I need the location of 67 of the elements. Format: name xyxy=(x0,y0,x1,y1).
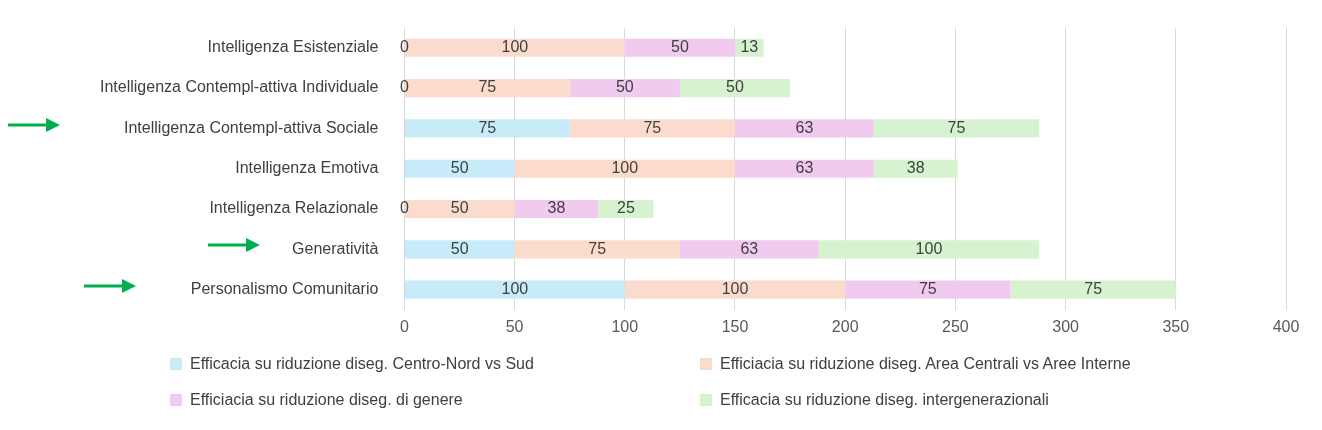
data-label: 63 xyxy=(795,159,814,177)
annotation: 0 xyxy=(399,78,409,96)
x-tick-label: 250 xyxy=(942,317,969,335)
legend-label: Efficiacia su riduzione diseg. Area Centrali vs Aree Interne xyxy=(719,355,1132,373)
data-label: 100 xyxy=(721,280,749,298)
bar xyxy=(734,119,874,138)
bar xyxy=(679,79,791,98)
data-label: 50 xyxy=(615,78,634,96)
bar xyxy=(1010,280,1176,299)
data-label: 13 xyxy=(740,38,759,56)
data-label: 100 xyxy=(501,280,529,298)
bar xyxy=(845,280,1011,299)
bar xyxy=(569,119,735,138)
annotation: 0 xyxy=(399,38,409,56)
x-tick-label: 400 xyxy=(1272,317,1300,335)
x-tick-label: 350 xyxy=(1162,317,1190,335)
data-label: 75 xyxy=(947,118,966,136)
bar xyxy=(514,240,680,259)
y-tick-label: Intelligenza Relazionale xyxy=(209,199,379,217)
bar xyxy=(873,119,1040,138)
data-label: 75 xyxy=(643,118,662,136)
bar xyxy=(734,159,874,178)
bar xyxy=(404,119,570,138)
y-tick-label: Intelligenza Contempl-attiva Individuale xyxy=(99,78,379,96)
data-label: 38 xyxy=(547,199,566,217)
x-tick-label: 300 xyxy=(1052,317,1080,335)
bar xyxy=(624,38,735,57)
data-label: 75 xyxy=(478,78,497,96)
x-tick-label: 200 xyxy=(831,317,859,335)
legend-label: Efficacia su riduzione diseg. Centro-Nord vs Sud xyxy=(189,355,535,373)
bar xyxy=(404,240,515,259)
data-label: 100 xyxy=(501,38,529,56)
data-label: 50 xyxy=(450,239,469,257)
bar xyxy=(624,280,846,299)
data-label: 100 xyxy=(915,239,943,257)
annotation: 0 xyxy=(399,199,409,217)
data-label: 75 xyxy=(478,118,497,136)
data-label: 50 xyxy=(450,159,469,177)
y-tick-label: Intelligenza Esistenziale xyxy=(207,38,379,56)
x-tick-label: 100 xyxy=(611,317,639,335)
data-label: 50 xyxy=(450,199,469,217)
legend-label: Efficacia su riduzione diseg. intergenerazionali xyxy=(719,391,1050,409)
y-tick-label: Generatività xyxy=(292,239,379,257)
x-tick-label: 150 xyxy=(721,317,749,335)
bar xyxy=(818,240,1040,259)
bar xyxy=(514,159,735,178)
data-label: 100 xyxy=(611,159,639,177)
data-label: 75 xyxy=(918,280,937,298)
x-tick-label: 0 xyxy=(399,317,409,335)
bar xyxy=(404,280,625,299)
bar xyxy=(404,159,515,178)
bar xyxy=(873,159,958,178)
y-tick-label: Intelligenza Emotiva xyxy=(235,159,379,177)
y-tick-label: Intelligenza Contempl-attiva Sociale xyxy=(124,118,379,136)
data-label: 63 xyxy=(740,239,759,257)
legend-label: Efficiacia su riduzione diseg. di genere xyxy=(189,391,464,409)
y-tick-label: Personalismo Comunitario xyxy=(190,280,379,298)
data-label: 75 xyxy=(1084,280,1103,298)
data-label: 50 xyxy=(726,78,744,96)
data-label: 63 xyxy=(795,118,814,136)
data-label: 38 xyxy=(906,159,925,177)
bar xyxy=(569,79,680,98)
data-label: 50 xyxy=(670,38,689,56)
data-label: 25 xyxy=(616,199,635,217)
x-tick-label: 50 xyxy=(505,317,524,335)
data-label: 75 xyxy=(588,239,607,257)
bar xyxy=(679,240,819,259)
